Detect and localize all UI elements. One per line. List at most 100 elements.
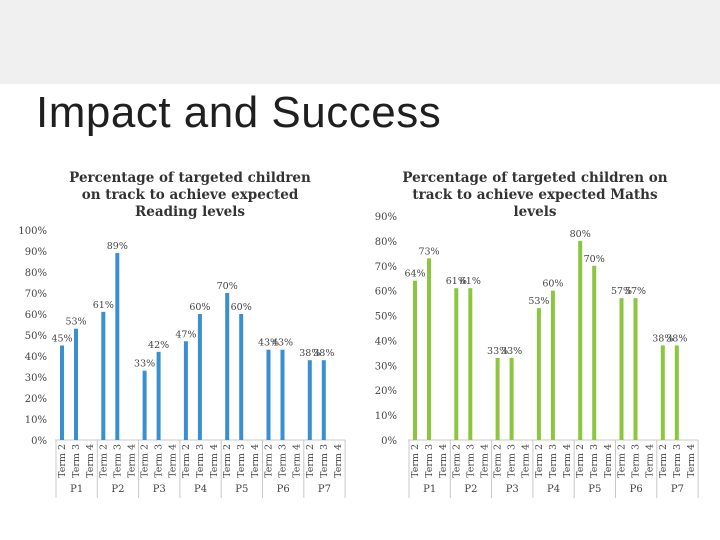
maths-bar bbox=[454, 288, 459, 440]
maths-data-label: 38% bbox=[652, 333, 673, 344]
maths-data-label: 61% bbox=[446, 276, 467, 287]
reading-chart-title: Percentage of targeted children on track… bbox=[69, 170, 311, 220]
maths-term-tick-label: Term 2 bbox=[534, 444, 545, 478]
maths-term-tick-label: Term 2 bbox=[617, 444, 628, 478]
maths-term-tick-label: Term 3 bbox=[424, 444, 435, 478]
maths-group-label: P6 bbox=[630, 484, 643, 495]
reading-data-label: 38% bbox=[299, 348, 320, 359]
reading-data-label: 53% bbox=[65, 317, 86, 328]
reading-bar bbox=[197, 314, 202, 440]
reading-data-label: 38% bbox=[313, 348, 334, 359]
reading-data-label: 42% bbox=[148, 340, 169, 351]
reading-group-label: P6 bbox=[277, 484, 290, 495]
reading-bar bbox=[280, 349, 285, 440]
reading-ytick-label: 50% bbox=[25, 331, 47, 342]
reading-data-label: 33% bbox=[134, 359, 155, 370]
maths-term-tick-label: Term 4 bbox=[686, 444, 697, 478]
maths-ytick-label: 80% bbox=[375, 237, 397, 248]
reading-ytick-label: 10% bbox=[25, 415, 47, 426]
reading-bar bbox=[142, 370, 147, 440]
maths-bar bbox=[550, 290, 555, 440]
maths-data-label: 33% bbox=[501, 346, 522, 357]
maths-term-tick-label: Term 4 bbox=[438, 444, 449, 478]
maths-term-tick-label: Term 3 bbox=[548, 444, 559, 478]
reading-bar bbox=[239, 314, 244, 440]
reading-group-label: P4 bbox=[194, 484, 207, 495]
maths-term-tick-label: Term 2 bbox=[575, 444, 586, 478]
reading-bar bbox=[307, 360, 312, 440]
reading-data-label: 43% bbox=[272, 338, 293, 349]
maths-bar bbox=[495, 357, 500, 440]
maths-bar bbox=[619, 298, 624, 440]
reading-data-label: 61% bbox=[93, 300, 114, 311]
reading-term-tick-label: Term 4 bbox=[85, 444, 96, 478]
reading-term-tick-label: Term 2 bbox=[57, 444, 68, 478]
maths-data-label: 60% bbox=[542, 279, 563, 290]
reading-ytick-label: 30% bbox=[25, 373, 47, 384]
reading-ytick-label: 40% bbox=[25, 352, 47, 363]
maths-term-tick-label: Term 2 bbox=[410, 444, 421, 478]
maths-term-tick-label: Term 3 bbox=[507, 444, 518, 478]
maths-ytick-label: 30% bbox=[375, 361, 397, 372]
reading-bar bbox=[115, 253, 120, 440]
maths-term-tick-label: Term 2 bbox=[493, 444, 504, 478]
reading-bar bbox=[156, 351, 161, 440]
reading-term-tick-label: Term 2 bbox=[305, 444, 316, 478]
maths-data-label: 33% bbox=[487, 346, 508, 357]
reading-ytick-label: 100% bbox=[18, 226, 47, 237]
maths-ytick-label: 90% bbox=[375, 212, 397, 223]
maths-group-label: P7 bbox=[671, 484, 684, 495]
reading-term-tick-label: Term 3 bbox=[154, 444, 165, 478]
maths-data-label: 80% bbox=[570, 229, 591, 240]
reading-bar bbox=[101, 311, 106, 440]
slide-title: Impact and Success bbox=[36, 88, 442, 137]
maths-bar bbox=[509, 357, 514, 440]
reading-bar bbox=[321, 360, 326, 440]
reading-term-tick-label: Term 3 bbox=[195, 444, 206, 478]
maths-group-label: P2 bbox=[464, 484, 477, 495]
reading-ytick-label: 60% bbox=[25, 310, 47, 321]
reading-term-tick-label: Term 3 bbox=[278, 444, 289, 478]
reading-term-tick-label: Term 3 bbox=[319, 444, 330, 478]
maths-group-label: P1 bbox=[423, 484, 436, 495]
maths-group-label: P5 bbox=[588, 484, 601, 495]
maths-term-tick-label: Term 3 bbox=[465, 444, 476, 478]
maths-data-label: 57% bbox=[625, 286, 646, 297]
maths-data-label: 70% bbox=[584, 254, 605, 265]
maths-term-tick-label: Term 4 bbox=[562, 444, 573, 478]
maths-bar bbox=[578, 240, 583, 440]
maths-group-label: P3 bbox=[506, 484, 519, 495]
maths-term-tick-label: Term 2 bbox=[658, 444, 669, 478]
maths-term-tick-label: Term 4 bbox=[479, 444, 490, 478]
maths-bar bbox=[592, 265, 597, 440]
maths-bar bbox=[633, 298, 638, 440]
reading-term-tick-label: Term 3 bbox=[71, 444, 82, 478]
reading-term-tick-label: Term 2 bbox=[222, 444, 233, 478]
reading-term-tick-label: Term 2 bbox=[181, 444, 192, 478]
reading-group-label: P3 bbox=[153, 484, 166, 495]
reading-term-tick-label: Term 4 bbox=[250, 444, 261, 478]
reading-term-tick-label: Term 4 bbox=[333, 444, 344, 478]
reading-term-tick-label: Term 3 bbox=[112, 444, 123, 478]
maths-bar bbox=[660, 345, 665, 440]
maths-bar bbox=[536, 308, 541, 440]
reading-group-label: P5 bbox=[235, 484, 248, 495]
maths-data-label: 53% bbox=[528, 296, 549, 307]
reading-bar bbox=[225, 293, 230, 440]
maths-bar bbox=[468, 288, 473, 440]
reading-term-tick-label: Term 3 bbox=[236, 444, 247, 478]
maths-term-tick-label: Term 4 bbox=[645, 444, 656, 478]
reading-bar bbox=[60, 345, 64, 440]
maths-term-tick-label: Term 3 bbox=[672, 444, 683, 478]
maths-data-label: 38% bbox=[666, 333, 687, 344]
maths-ytick-label: 60% bbox=[375, 287, 397, 298]
maths-ytick-label: 40% bbox=[375, 336, 397, 347]
maths-data-label: 57% bbox=[611, 286, 632, 297]
maths-term-tick-label: Term 3 bbox=[631, 444, 642, 478]
maths-ytick-label: 50% bbox=[375, 312, 397, 323]
maths-data-label: 61% bbox=[460, 276, 481, 287]
reading-group-label: P1 bbox=[70, 484, 83, 495]
reading-data-label: 47% bbox=[175, 329, 196, 340]
maths-bar bbox=[427, 258, 431, 440]
